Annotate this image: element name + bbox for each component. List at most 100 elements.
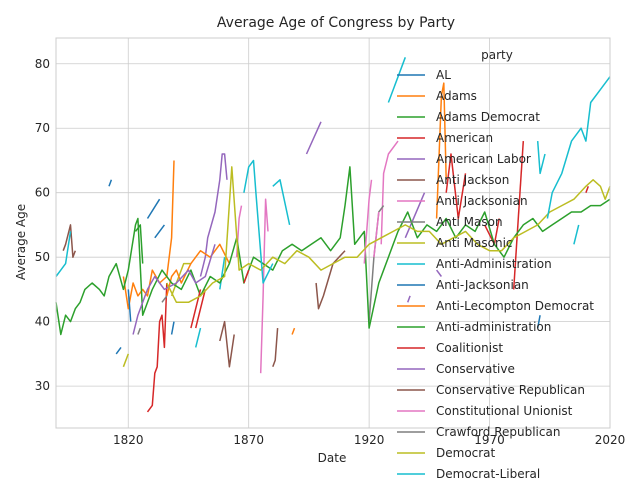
- y-tick-label: 60: [35, 186, 50, 200]
- legend-label: Constitutional Unionist: [436, 404, 573, 418]
- series-line: [108, 179, 113, 187]
- legend-label: Anti Mason: [436, 215, 503, 229]
- series-coalitionist: [190, 269, 250, 329]
- y-tick-label: 50: [35, 250, 50, 264]
- legend-label: Anti Jackson: [436, 173, 509, 187]
- legend-label: Anti-Jacksonian: [436, 278, 529, 292]
- series-adams-democrat: [134, 224, 144, 264]
- series-al: [108, 179, 541, 329]
- x-tick-label: 1970: [474, 433, 505, 447]
- series-line: [243, 269, 250, 284]
- x-axis-label: Date: [318, 451, 347, 465]
- series-adams: [122, 160, 296, 335]
- series-line: [272, 328, 279, 368]
- x-tick-label: 1820: [113, 433, 144, 447]
- y-tick-label: 70: [35, 121, 50, 135]
- series-line: [373, 211, 380, 258]
- series-line: [272, 179, 291, 226]
- legend-label: American: [436, 131, 493, 145]
- legend-label: Adams: [436, 89, 477, 103]
- series-line: [146, 198, 161, 219]
- series-line: [363, 179, 373, 264]
- series-line: [166, 243, 231, 297]
- legend-label: Coalitionist: [436, 341, 503, 355]
- legend-label: Anti-Lecompton Democrat: [436, 299, 594, 313]
- series-line: [170, 262, 191, 297]
- legend-label: Democrat-Liberal: [436, 467, 540, 480]
- series-line: [161, 295, 168, 303]
- series-line: [435, 82, 447, 219]
- legend: party AL Adams Adams Democrat American Americ…: [397, 48, 594, 480]
- legend-label: Anti Jacksonian: [436, 194, 528, 208]
- series-line: [190, 289, 202, 329]
- x-tick-label: 1920: [354, 433, 385, 447]
- y-axis-label: Average Age: [14, 204, 28, 280]
- series-line: [194, 327, 202, 348]
- chart-title: Average Age of Congress by Party: [217, 15, 455, 31]
- legend-label: Anti-administration: [436, 320, 551, 334]
- legend-label: Conservative: [436, 362, 515, 376]
- series-line: [127, 289, 132, 322]
- series-line: [55, 166, 611, 336]
- legend-label: Democrat: [436, 446, 496, 460]
- series-line: [166, 166, 611, 304]
- series-democrat: [166, 166, 611, 304]
- series-line: [243, 159, 274, 284]
- series-line: [122, 353, 130, 368]
- legend-label: AL: [436, 68, 451, 82]
- series-line: [137, 327, 142, 335]
- series-line: [134, 224, 144, 264]
- series-conservative-republican: [315, 250, 346, 310]
- series-constitutional-unionist: [363, 179, 380, 264]
- series-line: [536, 315, 541, 329]
- series-anti-jackson: [62, 224, 279, 368]
- series-line: [305, 121, 322, 155]
- series-line: [404, 192, 426, 239]
- series-line: [387, 57, 407, 103]
- series-line: [132, 244, 216, 335]
- series-line: [122, 160, 175, 310]
- series-line: [62, 224, 77, 258]
- legend-label: Crawford Republican: [436, 425, 560, 439]
- series-line: [115, 346, 122, 355]
- series-line: [315, 250, 346, 310]
- series-crawford-republican: [137, 295, 168, 335]
- series-line: [146, 282, 168, 413]
- series-anti-masonic: [122, 262, 191, 368]
- legend-title: party: [481, 48, 513, 62]
- series-line: [512, 141, 525, 290]
- grid: [56, 38, 611, 428]
- series-line: [219, 257, 226, 290]
- series-line: [194, 289, 207, 329]
- series-line: [259, 198, 269, 374]
- plot-frame: [55, 37, 611, 429]
- y-tick-label: 30: [35, 379, 50, 393]
- tick-labels: 1820 1870 1920 1970 2020 30 40 50 60 70 80: [35, 57, 626, 447]
- series-anti-jacksonian: [115, 289, 175, 355]
- legend-label: Adams Democrat: [436, 110, 540, 124]
- series-line: [55, 231, 72, 277]
- series-democrat-liberal: [243, 76, 611, 284]
- series-line: [154, 224, 166, 239]
- series-line: [406, 295, 411, 303]
- series-line: [380, 140, 399, 245]
- legend-label: Anti-Administration: [436, 257, 552, 271]
- series-line: [170, 321, 175, 335]
- series-line: [291, 327, 296, 335]
- series-line: [219, 320, 235, 368]
- plot-border: [55, 37, 611, 429]
- x-tick-label: 1870: [233, 433, 264, 447]
- series-line: [436, 269, 442, 277]
- series-line: [585, 186, 590, 193]
- series-line: [573, 224, 580, 245]
- x-tick-label: 2020: [595, 433, 626, 447]
- legend-label: Anti Masonic: [436, 236, 513, 250]
- y-tick-label: 80: [35, 57, 50, 71]
- legend-label: Conservative Republican: [436, 383, 585, 397]
- series-conservative: [132, 244, 442, 335]
- plot-lines: [55, 57, 611, 413]
- series-anti-lecompton-democrat: [166, 82, 447, 297]
- y-tick-label: 40: [35, 315, 50, 329]
- series-line: [445, 153, 467, 220]
